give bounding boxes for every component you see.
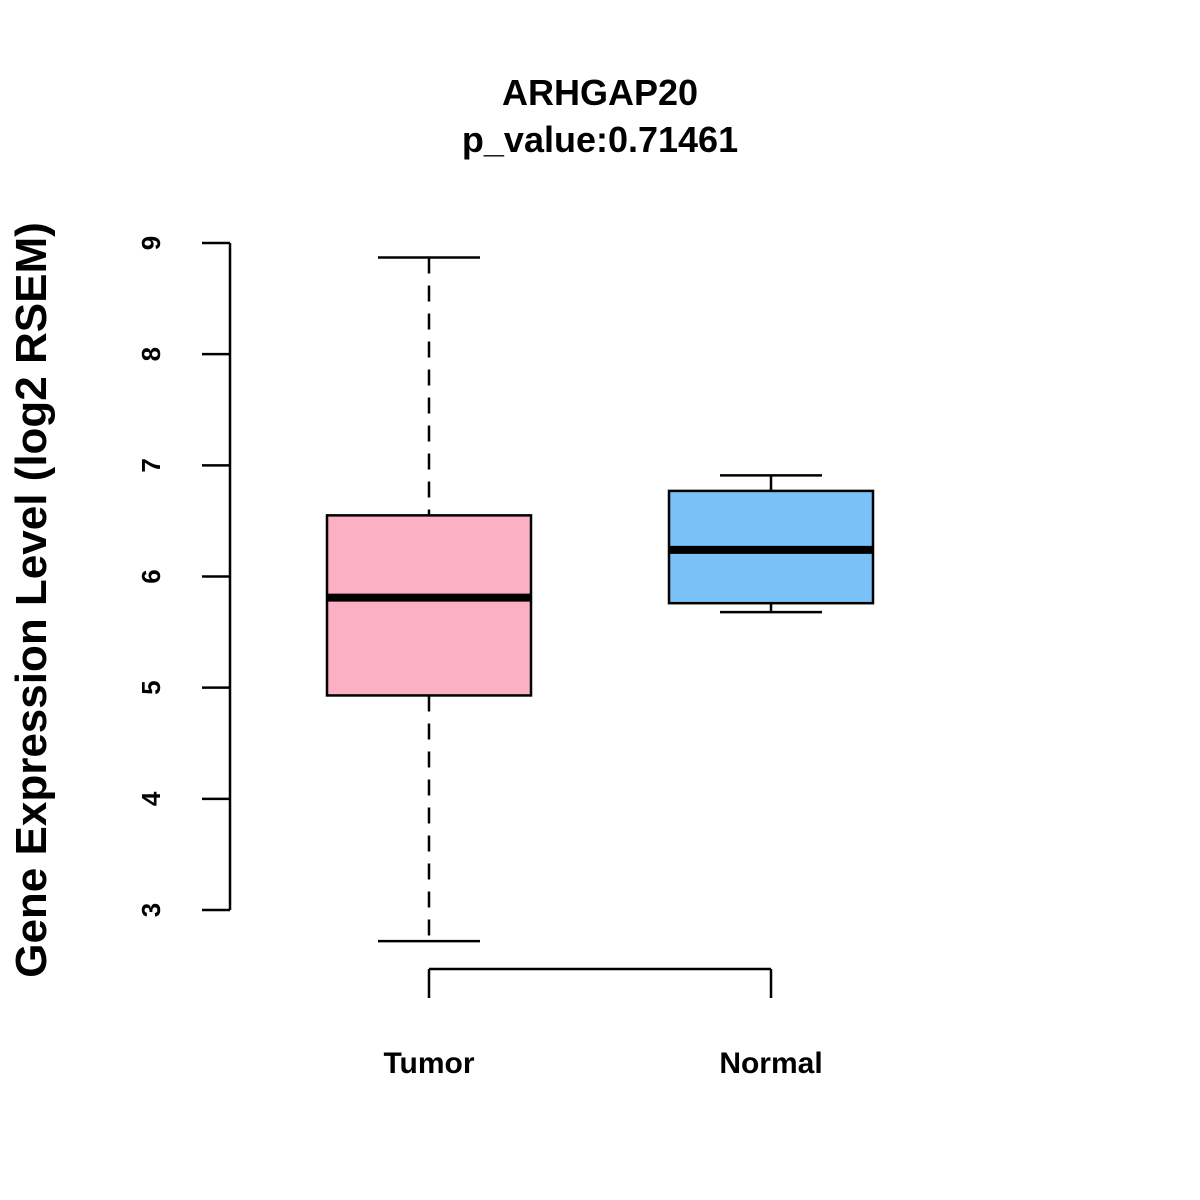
y-tick-label: 3 [136, 903, 166, 917]
iqr-box [325, 514, 533, 697]
y-tick-label: 4 [136, 791, 166, 806]
chart-title: ARHGAP20 [502, 72, 698, 113]
y-axis-label: Gene Expression Level (log2 RSEM) [7, 222, 56, 978]
box-normal [667, 474, 875, 614]
boxes [325, 256, 875, 943]
y-tick-label: 8 [136, 347, 166, 361]
x-tick-label-normal: Normal [719, 1047, 822, 1080]
y-axis: 3 4 5 6 7 8 9 [136, 236, 232, 917]
box-tumor [325, 256, 533, 943]
chart-subtitle: p_value:0.71461 [462, 119, 738, 160]
x-axis: Tumor Normal [383, 967, 823, 1080]
x-tick-label-tumor: Tumor [383, 1047, 474, 1080]
y-tick-label: 6 [136, 569, 166, 583]
y-tick-label: 7 [136, 458, 166, 472]
y-tick-label: 5 [136, 680, 166, 694]
y-tick-label: 9 [136, 236, 166, 250]
